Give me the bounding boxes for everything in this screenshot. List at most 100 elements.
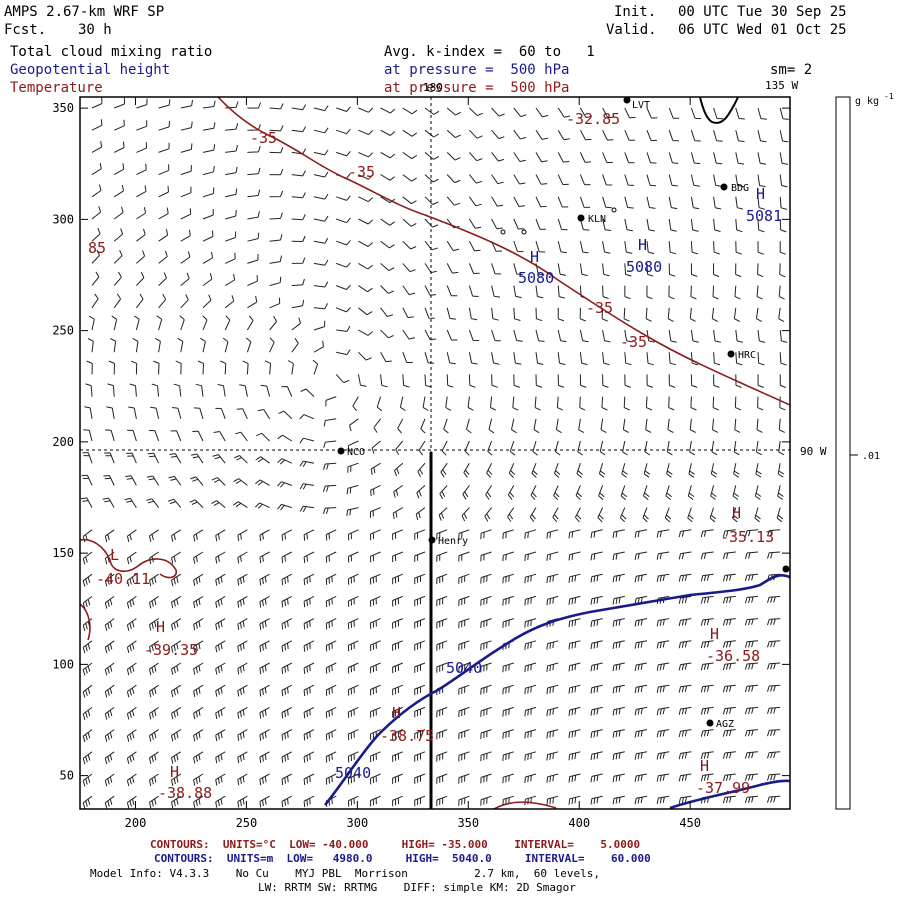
wind-barb — [281, 684, 293, 697]
wind-barb — [180, 143, 193, 153]
wind-barb — [303, 795, 315, 808]
temp-high-marker: H — [700, 757, 709, 775]
x-axis-tick-label: 350 — [457, 816, 479, 830]
wind-barb — [624, 107, 636, 119]
wind-barb — [346, 507, 359, 516]
wind-barb — [480, 640, 492, 651]
wind-barb — [370, 484, 381, 497]
height-contour-info: CONTOURS: UNITS=m LOW= 4980.0 HIGH= 5040… — [154, 852, 651, 865]
wind-barb — [322, 484, 337, 492]
wind-barb — [336, 150, 351, 157]
wind-barb — [299, 414, 315, 420]
wind-barb — [735, 130, 745, 142]
wind-barb — [480, 573, 492, 584]
wind-barb — [104, 751, 115, 765]
wind-barb — [313, 281, 329, 288]
wind-barb — [744, 662, 759, 670]
wind-barb — [370, 462, 381, 475]
wind-barb — [735, 241, 742, 255]
wind-barb — [414, 618, 426, 629]
wind-barb — [392, 729, 403, 740]
wind-barb — [247, 296, 258, 309]
wind-barb — [233, 455, 248, 464]
wind-barb — [323, 418, 337, 427]
wind-barb — [237, 662, 248, 675]
wind-barb — [259, 795, 270, 808]
wind-barb — [557, 263, 567, 276]
wind-barb — [480, 551, 492, 562]
wind-barb — [215, 706, 226, 719]
pressure-height: at pressure = 500 hPa — [384, 62, 570, 78]
wind-barb — [643, 485, 650, 500]
wind-barb — [325, 396, 337, 407]
wind-barb — [484, 507, 492, 522]
wind-barb — [393, 818, 403, 828]
wind-barb — [291, 214, 306, 221]
wind-barb — [624, 285, 631, 300]
wind-barb — [259, 529, 270, 542]
wind-barb — [414, 640, 426, 651]
wind-barb — [535, 129, 549, 140]
wind-barb — [722, 618, 736, 626]
wind-barb — [179, 315, 185, 331]
wind-barb — [546, 706, 559, 717]
axes: 200 250 300 350 400 450 350 300 250 200 150 100 50 — [52, 97, 790, 830]
wind-barb — [370, 551, 381, 563]
wind-barb — [237, 706, 248, 719]
wind-barb — [745, 818, 758, 825]
wind-barb — [779, 107, 789, 120]
wind-barb — [612, 684, 625, 694]
wind-barb — [215, 551, 226, 564]
wind-barb — [193, 795, 204, 808]
wind-barb — [158, 99, 171, 109]
wind-barb — [754, 507, 761, 523]
wind-barb — [136, 120, 148, 131]
wind-barb — [462, 485, 470, 500]
wind-barb — [678, 618, 692, 627]
colorbar-units-exponent: -1 — [884, 92, 894, 101]
wind-barb — [777, 485, 784, 500]
wind-barb — [399, 396, 406, 412]
wind-barb — [624, 329, 633, 343]
wind-barb — [722, 551, 736, 560]
wind-barb — [438, 507, 448, 521]
wind-barb — [722, 751, 736, 759]
wind-barb — [417, 462, 426, 478]
wind-barb — [127, 429, 137, 442]
wind-barb — [264, 360, 272, 375]
wind-barb — [104, 640, 115, 654]
wind-barb — [392, 507, 404, 520]
wind-barb — [193, 773, 204, 786]
wind-barb — [468, 263, 480, 274]
wind-barb — [557, 218, 568, 231]
wind-barb — [700, 573, 714, 582]
wind-barb — [358, 196, 374, 203]
wind-barb — [149, 529, 159, 542]
wind-barb — [529, 507, 537, 523]
height-high-value: 5080 — [626, 258, 662, 276]
wind-barb — [215, 640, 226, 653]
wind-barb — [180, 229, 191, 242]
wind-barb — [722, 706, 736, 715]
wind-barb — [260, 384, 271, 397]
wind-barb — [502, 573, 514, 584]
wind-barb — [392, 551, 403, 563]
wind-barb — [700, 618, 714, 626]
wind-barb — [668, 107, 680, 119]
wind-barb — [645, 396, 653, 411]
wind-barb — [458, 795, 470, 806]
wind-barb — [524, 595, 537, 606]
temp-high-value: -38.88 — [158, 784, 212, 802]
wind-barb — [85, 383, 93, 397]
wind-barb — [779, 263, 786, 278]
wind-barb — [299, 483, 315, 490]
wind-barb — [446, 307, 456, 320]
wind-barb — [303, 751, 315, 763]
wind-barb — [215, 662, 226, 675]
wind-barb — [735, 174, 744, 188]
wind-barb — [624, 218, 633, 232]
wind-barb — [146, 475, 160, 486]
wind-barb — [380, 285, 394, 294]
wind-barb — [480, 773, 492, 784]
wind-barb — [657, 818, 669, 826]
